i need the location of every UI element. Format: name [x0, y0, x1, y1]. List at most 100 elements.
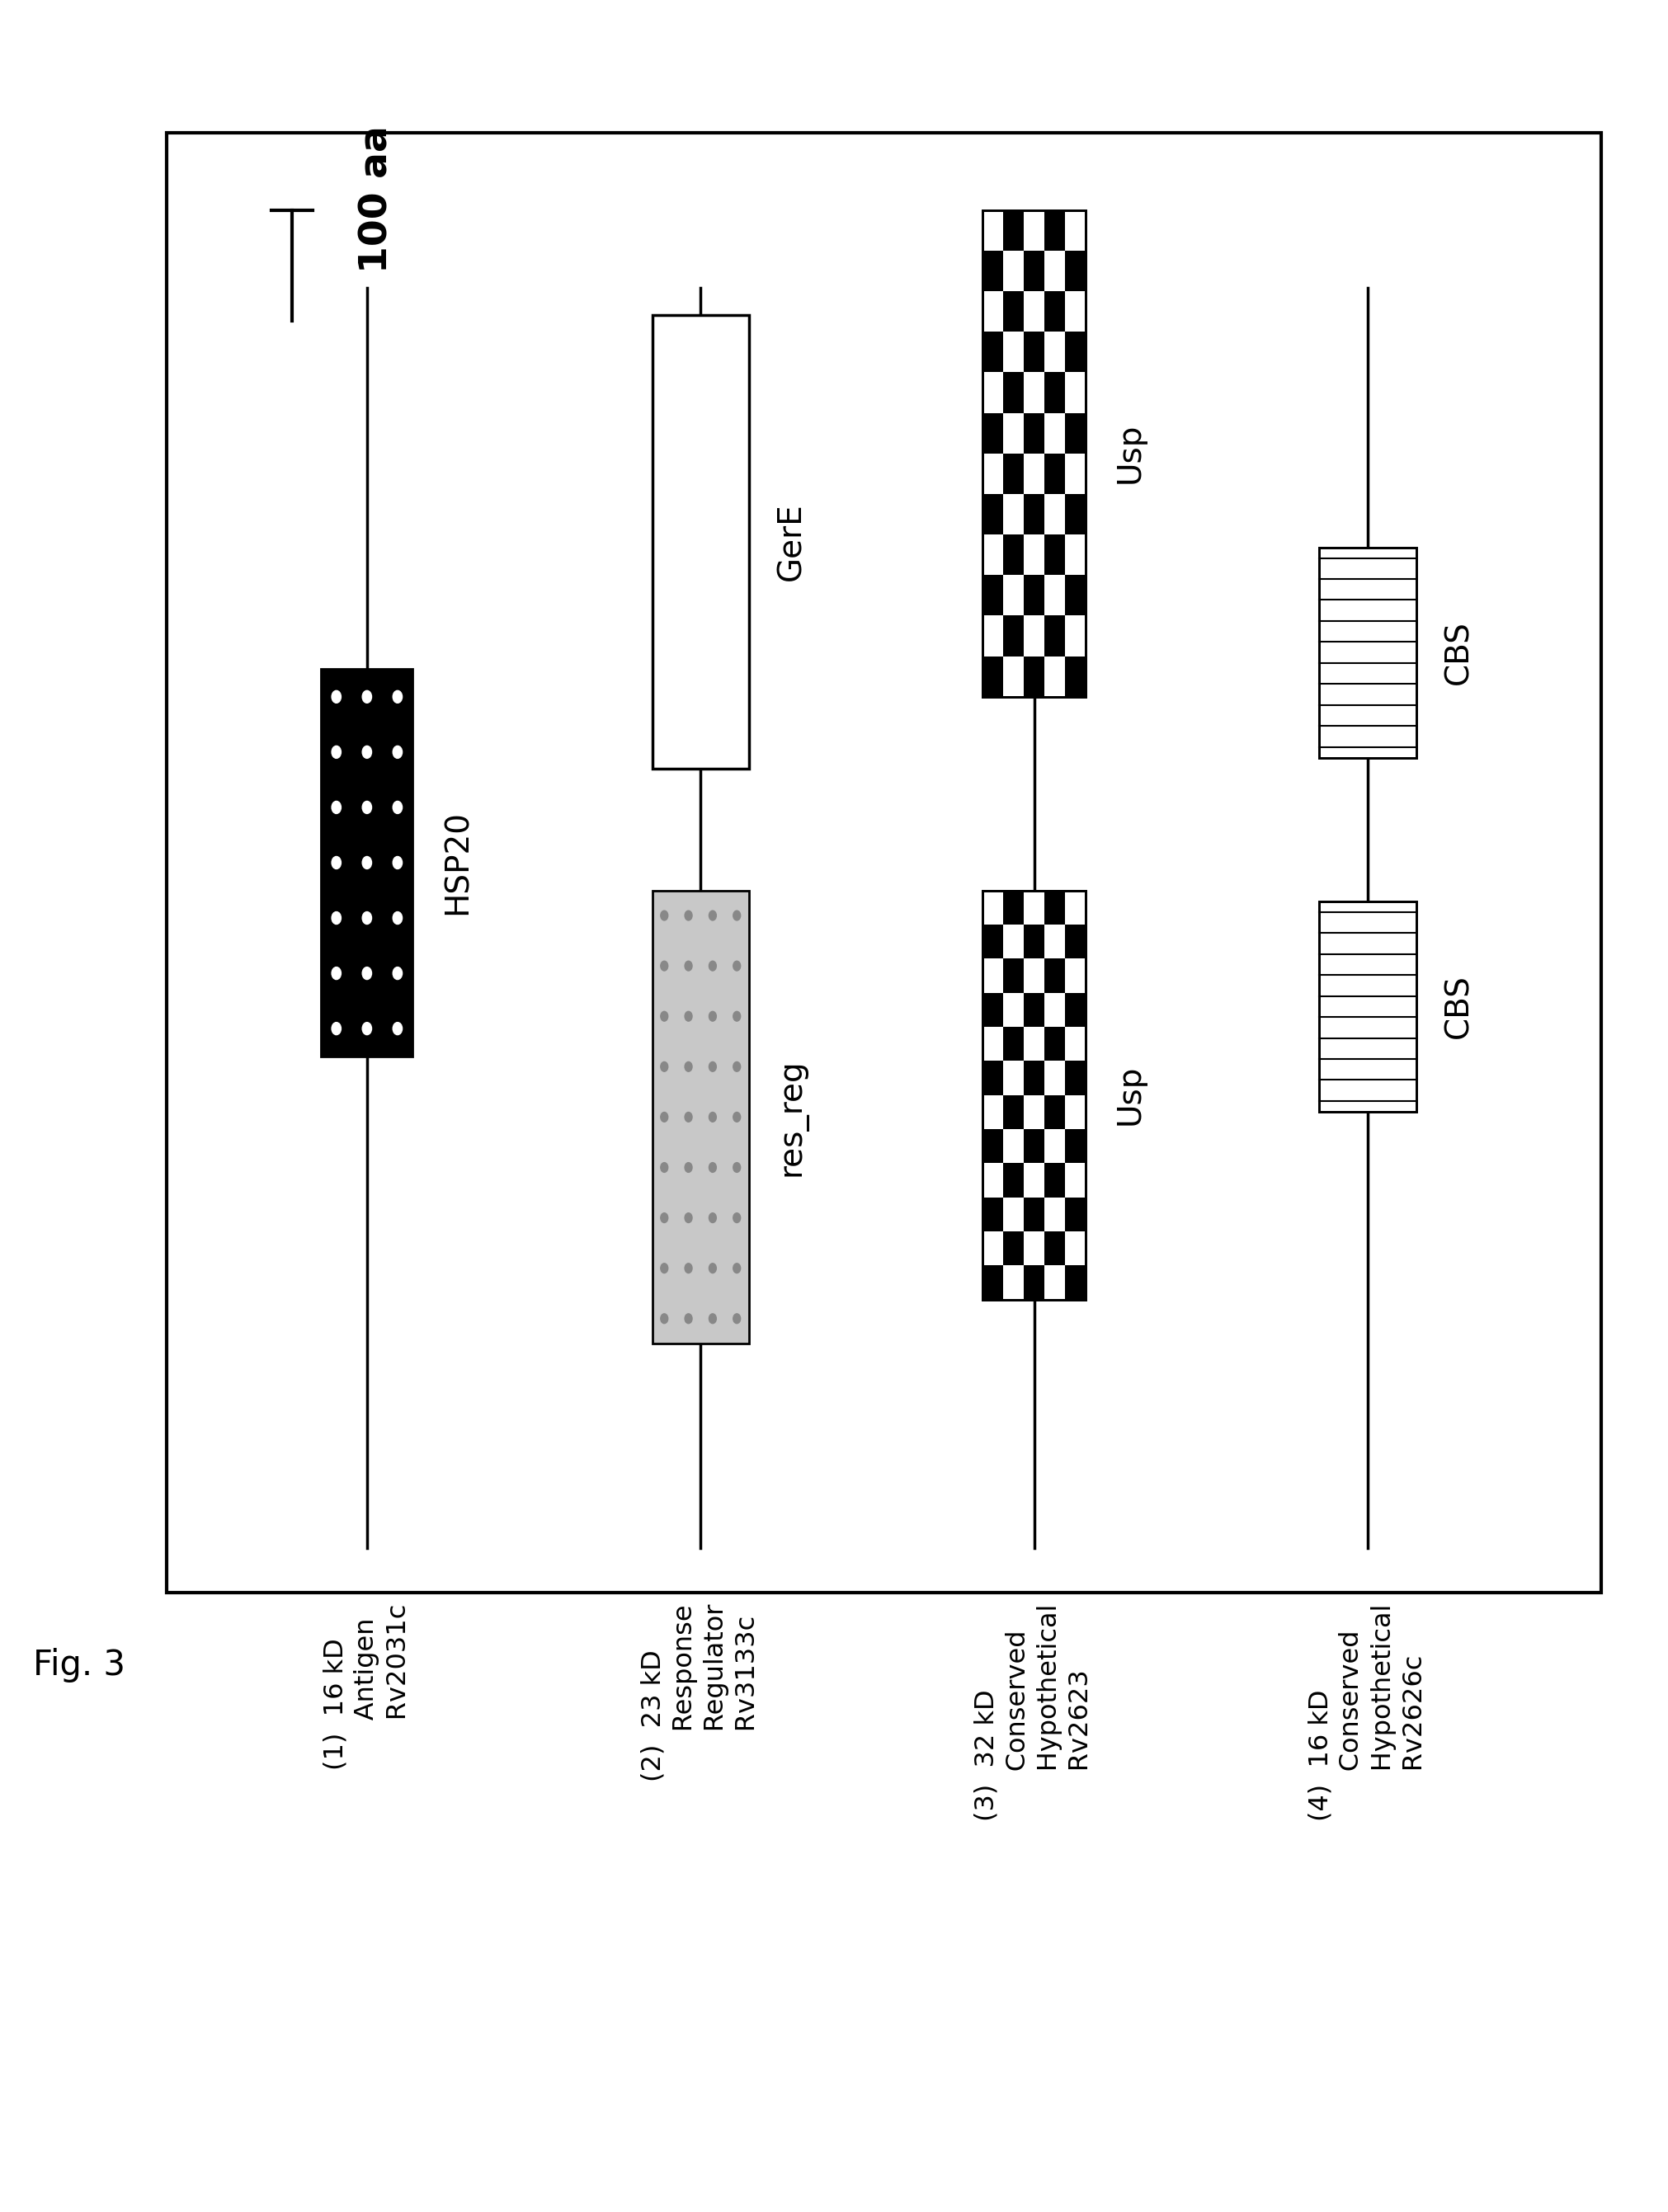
Bar [1066, 993, 1086, 1026]
Circle shape [394, 690, 402, 703]
Bar [1066, 332, 1086, 372]
Text: (3)  32 kD
      Conserved
      Hypothetical
      Rv2623: (3) 32 kD Conserved Hypothetical Rv2623 [974, 1604, 1094, 1820]
Circle shape [686, 1212, 692, 1223]
Text: CBS: CBS [1443, 619, 1475, 686]
Circle shape [362, 745, 372, 759]
Text: (4)  16 kD
      Conserved
      Hypothetical
      Rv2626c: (4) 16 kD Conserved Hypothetical Rv2626c [1308, 1604, 1428, 1820]
Bar [1044, 1164, 1066, 1197]
Bar [982, 925, 1002, 958]
Bar [982, 1062, 1002, 1095]
Bar [652, 891, 749, 1345]
Circle shape [734, 1113, 741, 1121]
Circle shape [709, 1113, 716, 1121]
Circle shape [686, 1263, 692, 1274]
Bar [1024, 1197, 1044, 1232]
Text: 100 aa: 100 aa [359, 126, 395, 272]
Circle shape [709, 1011, 716, 1022]
Bar [1066, 1062, 1086, 1095]
Circle shape [686, 1164, 692, 1172]
Circle shape [332, 690, 340, 703]
Circle shape [332, 911, 340, 925]
Text: res_reg: res_reg [776, 1057, 807, 1177]
Circle shape [394, 745, 402, 759]
Bar [1066, 657, 1086, 697]
Bar [1044, 1026, 1066, 1062]
Bar [1319, 902, 1416, 1110]
Bar [982, 493, 1002, 535]
Circle shape [709, 1314, 716, 1323]
Bar [1002, 453, 1024, 493]
Bar [1066, 493, 1086, 535]
Bar [1066, 1265, 1086, 1301]
Circle shape [332, 856, 340, 869]
Bar [1024, 493, 1044, 535]
Bar [982, 332, 1002, 372]
Circle shape [661, 1314, 667, 1323]
Circle shape [734, 1212, 741, 1223]
Circle shape [394, 801, 402, 814]
Bar [1044, 292, 1066, 332]
Bar [982, 1197, 1002, 1232]
Circle shape [362, 1022, 372, 1035]
Circle shape [686, 1113, 692, 1121]
Circle shape [734, 911, 741, 920]
Bar [1002, 210, 1024, 250]
Bar [1002, 891, 1024, 925]
Text: GerE: GerE [776, 502, 807, 582]
Circle shape [394, 967, 402, 980]
Bar [1044, 453, 1066, 493]
Bar [1044, 1232, 1066, 1265]
Circle shape [734, 1263, 741, 1274]
Circle shape [362, 690, 372, 703]
Bar [982, 250, 1002, 292]
Bar [1066, 1128, 1086, 1164]
Bar [1002, 292, 1024, 332]
Bar [982, 891, 1086, 1301]
Circle shape [709, 1164, 716, 1172]
Circle shape [734, 960, 741, 971]
Bar [1024, 332, 1044, 372]
Bar [1002, 615, 1024, 657]
Text: CBS: CBS [1443, 973, 1475, 1040]
Bar [1319, 549, 1416, 757]
Circle shape [686, 1062, 692, 1071]
Bar [652, 316, 749, 770]
Circle shape [362, 967, 372, 980]
Bar [982, 1128, 1002, 1164]
Circle shape [686, 1011, 692, 1022]
Circle shape [709, 1263, 716, 1274]
Circle shape [661, 1011, 667, 1022]
Bar [167, 133, 1601, 1593]
Bar [1024, 1062, 1044, 1095]
Text: Usp: Usp [1114, 422, 1146, 484]
Text: Usp: Usp [1114, 1064, 1146, 1126]
Circle shape [661, 1263, 667, 1274]
Circle shape [661, 1113, 667, 1121]
Bar [1066, 1197, 1086, 1232]
Bar [1319, 549, 1416, 757]
Circle shape [686, 1314, 692, 1323]
Bar [1024, 993, 1044, 1026]
Bar [1002, 958, 1024, 993]
Bar [1044, 891, 1066, 925]
Circle shape [661, 1062, 667, 1071]
Bar [1044, 372, 1066, 414]
Bar [1066, 575, 1086, 615]
Circle shape [661, 911, 667, 920]
Circle shape [332, 801, 340, 814]
Bar [1319, 902, 1416, 1110]
Bar [1002, 1164, 1024, 1197]
Bar [1024, 575, 1044, 615]
Circle shape [709, 1212, 716, 1223]
Bar [320, 670, 414, 1057]
Circle shape [709, 1062, 716, 1071]
Circle shape [661, 960, 667, 971]
Bar [1024, 925, 1044, 958]
Bar [982, 657, 1002, 697]
Text: HSP20: HSP20 [442, 810, 474, 916]
Circle shape [394, 856, 402, 869]
Circle shape [362, 856, 372, 869]
Bar [982, 891, 1086, 1301]
Bar [1024, 250, 1044, 292]
Circle shape [709, 911, 716, 920]
